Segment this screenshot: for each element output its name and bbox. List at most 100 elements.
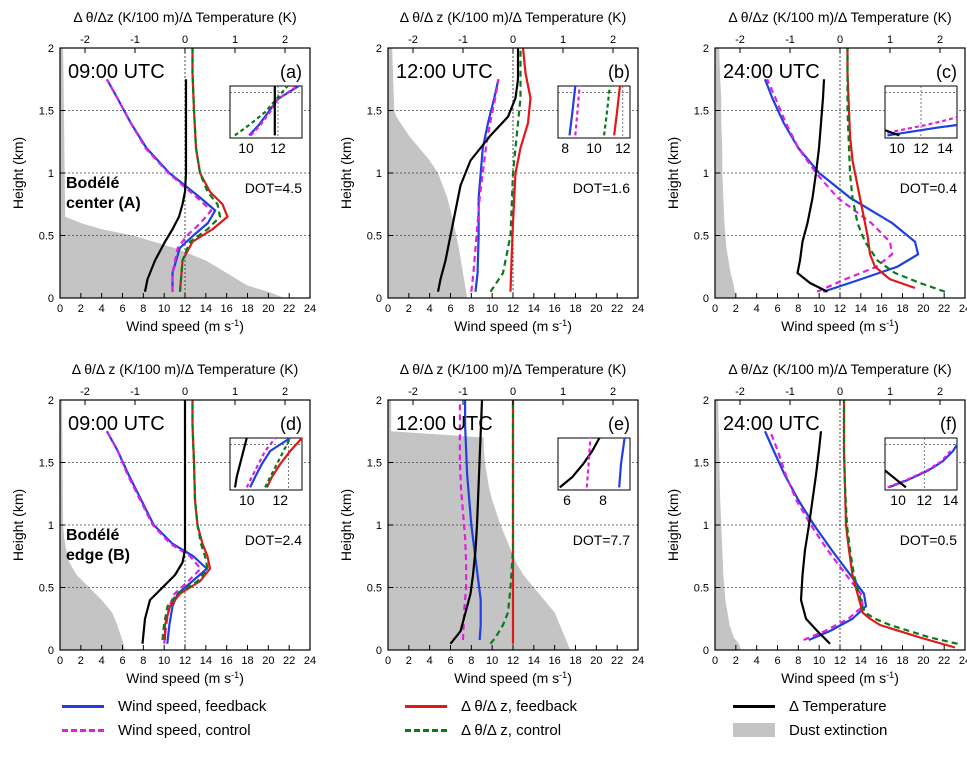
x-tick-label: 10 xyxy=(158,303,170,315)
inset-tick-label: 14 xyxy=(937,140,953,156)
y-tick-label: 0.5 xyxy=(694,583,709,595)
dot-label: DOT=0.5 xyxy=(900,532,957,548)
top-axis-label: Δ θ/Δ z (K/100 m)/Δ Temperature (K) xyxy=(400,9,626,25)
top-tick-label: 2 xyxy=(610,34,616,46)
top-tick-label: -1 xyxy=(785,34,795,46)
inset-frame xyxy=(229,437,303,491)
top-tick-label: 2 xyxy=(282,386,288,398)
x-tick-label: 0 xyxy=(385,655,391,667)
inset: 10 12 14 xyxy=(884,437,959,508)
y-axis-label: Height (km) xyxy=(338,489,354,561)
x-tick-label: 22 xyxy=(611,303,623,315)
top-tick-label: 1 xyxy=(887,386,893,398)
inset-line-theta-control xyxy=(602,85,611,136)
x-tick-label: 2 xyxy=(733,655,739,667)
top-tick-label: -1 xyxy=(458,34,468,46)
inset-line-theta-control xyxy=(234,85,289,137)
x-tick-label: 6 xyxy=(774,303,780,315)
inset-line-delta-temperature xyxy=(233,437,248,488)
top-tick-label: -1 xyxy=(130,386,140,398)
x-tick-label: 14 xyxy=(528,303,540,315)
x-tick-label: 8 xyxy=(795,303,801,315)
inset-line-wind-control xyxy=(585,437,592,488)
series-line-theta-control xyxy=(178,48,222,292)
y-tick-label: 0 xyxy=(48,645,54,657)
x-tick-label: 14 xyxy=(200,655,212,667)
x-tick-label: 6 xyxy=(119,303,125,315)
x-tick-label: 22 xyxy=(283,303,295,315)
inset-tick-label: 14 xyxy=(943,492,959,508)
series-line-wind-feedback xyxy=(463,400,482,641)
y-tick-label: 0 xyxy=(376,645,382,657)
x-tick-label: 12 xyxy=(179,655,191,667)
x-tick-label: 0 xyxy=(57,655,63,667)
x-tick-label: 18 xyxy=(241,655,253,667)
legend-label-delta-temperature: Δ Temperature xyxy=(789,697,887,715)
top-tick-label: -2 xyxy=(735,386,745,398)
x-axis-label: Wind speed (m s-1) xyxy=(781,318,899,334)
top-tick-label: 2 xyxy=(937,386,943,398)
inset-tick-label: 8 xyxy=(599,492,607,508)
x-tick-label: 10 xyxy=(158,655,170,667)
series-line-theta-feedback xyxy=(163,400,212,640)
y-tick-label: 1 xyxy=(703,520,709,532)
inset-line-wind-control xyxy=(245,437,277,488)
inset-line-wind-feedback xyxy=(568,85,577,136)
legend-label-wind-control: Wind speed, control xyxy=(118,721,251,739)
series-line-wind-feedback xyxy=(763,78,920,293)
legend-label-theta-control: Δ θ/Δ z, control xyxy=(461,721,562,739)
x-tick-label: 6 xyxy=(447,303,453,315)
series-line-theta-control xyxy=(489,48,522,293)
x-tick-label: 12 xyxy=(507,303,519,315)
legend: Wind speed, feedback Wind speed, control… xyxy=(0,688,967,764)
y-tick-label: 2 xyxy=(376,43,382,55)
site-label: Bodélé xyxy=(66,527,119,544)
x-tick-label: 14 xyxy=(855,303,867,315)
x-tick-label: 10 xyxy=(486,655,498,667)
inset-tick-label: 10 xyxy=(238,140,254,156)
x-tick-label: 12 xyxy=(507,655,519,667)
top-tick-label: 0 xyxy=(182,386,188,398)
x-tick-label: 6 xyxy=(447,655,453,667)
top-tick-label: -2 xyxy=(408,386,418,398)
x-tick-label: 24 xyxy=(304,303,316,315)
dot-label: DOT=4.5 xyxy=(245,180,302,196)
top-tick-label: 1 xyxy=(232,34,238,46)
inset-line-theta-feedback xyxy=(613,85,622,136)
inset-line-wind-feedback xyxy=(249,437,291,488)
x-tick-label: 22 xyxy=(283,655,295,667)
top-tick-label: -1 xyxy=(458,386,468,398)
x-tick-label: 16 xyxy=(221,655,233,667)
y-tick-label: 0 xyxy=(703,645,709,657)
y-tick-label: 2 xyxy=(703,395,709,407)
x-tick-label: 16 xyxy=(876,655,888,667)
x-tick-label: 14 xyxy=(200,303,212,315)
series-line-wind-feedback xyxy=(474,79,500,292)
top-tick-label: 2 xyxy=(937,34,943,46)
top-tick-label: -2 xyxy=(80,386,90,398)
top-tick-label: -2 xyxy=(735,34,745,46)
inset-line-wind-feedback xyxy=(618,437,626,488)
legend-item-theta-control: Δ θ/Δ z, control xyxy=(405,720,561,740)
y-axis-label: Height (km) xyxy=(665,137,681,209)
inset-line-theta-feedback xyxy=(265,437,303,488)
x-tick-label: 6 xyxy=(774,655,780,667)
legend-item-delta-temperature: Δ Temperature xyxy=(733,696,887,716)
top-tick-label: -2 xyxy=(80,34,90,46)
x-tick-label: 12 xyxy=(179,303,191,315)
series-line-delta-temperature xyxy=(796,79,828,293)
y-tick-label: 1 xyxy=(376,168,382,180)
top-tick-label: 0 xyxy=(837,386,843,398)
inset-frame xyxy=(884,437,958,491)
x-tick-label: 2 xyxy=(406,303,412,315)
y-tick-label: 1.5 xyxy=(694,106,709,118)
y-tick-label: 1 xyxy=(703,168,709,180)
time-label: 12:00 UTC xyxy=(396,413,493,435)
top-axis-label: Δ θ/Δz (K/100 m)/Δ Temperature (K) xyxy=(728,9,951,25)
y-tick-label: 0.5 xyxy=(39,583,54,595)
x-tick-label: 2 xyxy=(733,303,739,315)
series-line-delta-temperature xyxy=(141,400,187,644)
x-tick-label: 18 xyxy=(896,303,908,315)
